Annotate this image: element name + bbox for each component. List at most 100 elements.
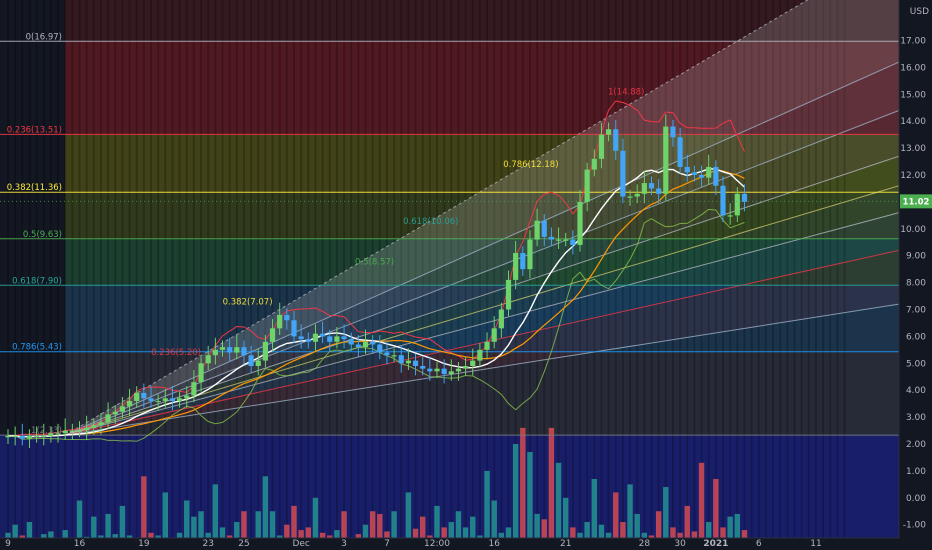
volume-bar bbox=[226, 535, 233, 538]
candle-body bbox=[198, 363, 204, 383]
x-tick-label: 23 bbox=[202, 539, 213, 549]
candle-body bbox=[412, 360, 419, 366]
candle-body bbox=[634, 193, 640, 197]
candle-body bbox=[620, 150, 626, 197]
candle-body bbox=[348, 339, 354, 345]
y-tick-label: 0.00 bbox=[906, 494, 926, 504]
fan-label: 0.236(5.20) bbox=[151, 348, 201, 358]
volume-bar bbox=[5, 532, 11, 538]
volume-bar bbox=[741, 530, 748, 538]
candle-body bbox=[327, 336, 333, 342]
volume-bar bbox=[305, 527, 311, 538]
candle-body bbox=[205, 355, 211, 364]
candle-body bbox=[663, 126, 669, 194]
volume-bar bbox=[176, 532, 183, 538]
candlesticks bbox=[5, 114, 748, 449]
volume-bar bbox=[262, 476, 269, 538]
volume-bar bbox=[191, 516, 197, 538]
candle-body bbox=[441, 368, 447, 375]
candle-body bbox=[520, 253, 526, 270]
y-tick-label: 5.00 bbox=[906, 359, 926, 369]
x-tick-label: 11 bbox=[810, 539, 821, 549]
fib-label: 0.786(5.43) bbox=[12, 343, 62, 353]
volume-bar bbox=[48, 531, 54, 538]
volume-bar bbox=[420, 516, 426, 538]
time-axis[interactable]: 9 16 19 23 25 Dec 3 7 12:00 16 21 28 30 2021 6 11 bbox=[0, 537, 932, 550]
volume-bar bbox=[434, 505, 440, 538]
volume-bar bbox=[19, 535, 25, 538]
candle-body bbox=[62, 430, 68, 434]
candle-body bbox=[248, 355, 254, 366]
volume-bar bbox=[563, 497, 569, 538]
volume-bar bbox=[12, 524, 18, 538]
volume-bar bbox=[148, 532, 154, 538]
fib-label: 0(16.97) bbox=[26, 32, 62, 42]
candle-body bbox=[484, 341, 490, 350]
candle-body bbox=[384, 352, 390, 356]
candle-body bbox=[598, 134, 605, 159]
fib-label: 0.618(7.90) bbox=[12, 276, 62, 286]
candle-body bbox=[613, 129, 619, 151]
volume-bar bbox=[598, 524, 605, 538]
candle-body bbox=[470, 360, 476, 366]
candle-body bbox=[305, 339, 311, 342]
candle-body bbox=[684, 166, 690, 173]
fib-zone bbox=[65, 238, 899, 286]
candle-body bbox=[541, 220, 547, 237]
fan-ray bbox=[65, 303, 899, 436]
volume-bar bbox=[26, 522, 33, 538]
volume-bar bbox=[412, 528, 419, 538]
x-tick-label: 30 bbox=[674, 539, 686, 549]
candle-body bbox=[455, 368, 462, 372]
volume-bar bbox=[83, 536, 90, 538]
volume-bar bbox=[620, 522, 626, 538]
x-tick-label: 9 bbox=[5, 539, 11, 549]
candle-body bbox=[141, 392, 147, 399]
candle-body bbox=[370, 341, 376, 345]
fib-label: 0.236(13.51) bbox=[7, 125, 62, 135]
candle-body bbox=[362, 341, 369, 348]
fan-sector bbox=[65, 0, 899, 436]
candle-body bbox=[727, 215, 733, 217]
price-axis[interactable]: USD 17.0016.0015.0014.0013.0012.0011.001… bbox=[898, 0, 932, 538]
candle-body bbox=[162, 398, 168, 401]
candle-body bbox=[184, 395, 190, 399]
last-price-tag bbox=[900, 194, 932, 209]
volume-bar bbox=[119, 505, 126, 538]
volume-bar bbox=[355, 534, 362, 538]
fib-label: 0.382(11.36) bbox=[7, 183, 62, 193]
volume-bar bbox=[198, 511, 204, 538]
candle-body bbox=[513, 253, 519, 280]
volume-bar bbox=[319, 532, 326, 538]
volume-bar bbox=[241, 511, 247, 538]
candle-body bbox=[677, 137, 683, 167]
candle-body bbox=[734, 193, 740, 216]
candle-body bbox=[277, 314, 283, 329]
candle-body bbox=[491, 328, 497, 342]
volume-bar bbox=[505, 527, 512, 538]
volume-bar bbox=[734, 513, 740, 538]
volume-bar bbox=[62, 530, 68, 538]
volume-bar bbox=[648, 535, 655, 538]
volume-bar bbox=[284, 524, 290, 538]
volume-bar bbox=[255, 511, 261, 538]
candle-body bbox=[434, 368, 440, 372]
y-tick-label: 15.00 bbox=[900, 90, 926, 100]
volume-bar bbox=[720, 527, 726, 538]
candle-body bbox=[698, 175, 705, 178]
volume-bar bbox=[570, 527, 576, 538]
fan-label: 0.618(10.06) bbox=[403, 217, 458, 227]
candle-body bbox=[241, 347, 247, 356]
y-tick-label: 1.00 bbox=[906, 467, 926, 477]
x-tick-label: 2021 bbox=[703, 539, 728, 549]
x-tick-label: 3 bbox=[341, 539, 347, 549]
candle-body bbox=[713, 166, 719, 186]
volume-bar bbox=[298, 530, 304, 538]
candle-body bbox=[84, 427, 90, 431]
candle-body bbox=[5, 435, 11, 438]
x-tick-label: 6 bbox=[756, 539, 762, 549]
last-price-label: 11.02 bbox=[903, 197, 930, 207]
candle-body bbox=[706, 166, 712, 178]
